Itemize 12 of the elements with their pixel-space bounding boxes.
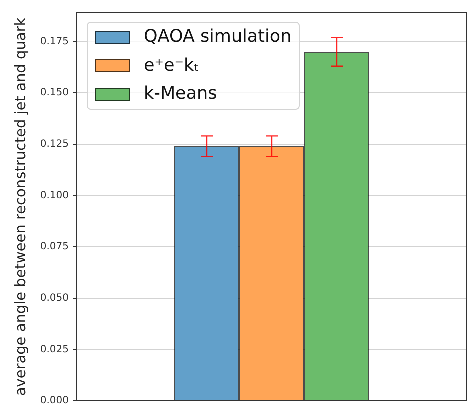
y-tick-label: 0.075 — [40, 242, 69, 253]
y-tick-label: 0.000 — [40, 396, 69, 407]
y-tick-label: 0.050 — [40, 292, 69, 304]
y-tick-label: 0.150 — [40, 88, 69, 99]
legend-label: e⁺e⁻kₜ — [144, 56, 200, 76]
y-tick-label: 0.100 — [40, 190, 69, 202]
legend-label: QAOA simulation — [144, 27, 292, 48]
y-tick-label: 0.025 — [40, 344, 69, 356]
legend-label: k-Means — [144, 84, 218, 104]
y-tick-label: 0.175 — [40, 36, 69, 48]
y-axis-title: average angle between reconstructed jet and quark — [13, 17, 30, 396]
y-tick-label: 0.125 — [40, 138, 69, 150]
